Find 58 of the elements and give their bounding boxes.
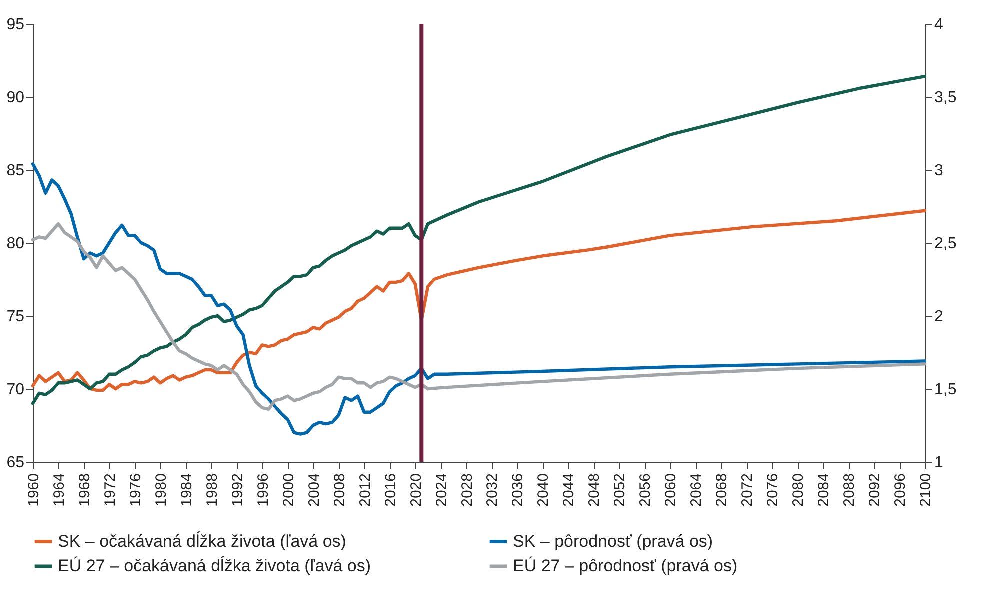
- x-tick-label: 2036: [510, 474, 527, 507]
- line-series: [31, 74, 927, 406]
- x-tick-label: 2068: [714, 474, 731, 507]
- x-tick-label: 1996: [254, 474, 272, 507]
- y-tick-label: 75: [6, 308, 25, 326]
- x-tick-label: 2000: [280, 474, 298, 507]
- x-tick-label: 2060: [662, 474, 680, 507]
- x-tick-label: 2072: [739, 474, 756, 507]
- legend-label: SK – očakávaná dĺžka života (ľavá os): [58, 530, 346, 551]
- y-tick-label: 90: [6, 90, 25, 106]
- y-tick-label: 85: [6, 162, 25, 180]
- y2-tick-label: 2,5: [934, 236, 957, 252]
- x-tick-label: 2052: [612, 474, 629, 507]
- legend-label: EÚ 27 – pôrodnosť (pravá os): [513, 556, 738, 576]
- x-tick-label: 2088: [841, 474, 858, 507]
- y-tick-label: 80: [6, 236, 25, 252]
- x-tick-label: 1964: [50, 474, 68, 507]
- line-series: [31, 209, 927, 392]
- x-tick-label: 2016: [382, 474, 400, 507]
- x-tick-label: 2084: [816, 474, 833, 507]
- x-tick-label: 2064: [688, 474, 706, 507]
- x-tick-label: 2076: [764, 474, 782, 507]
- y2-tick-label: 1: [934, 454, 944, 472]
- x-tick-label: 2028: [458, 474, 476, 507]
- x-tick-label: 2040: [535, 474, 552, 507]
- x-tick-label: 2056: [637, 474, 654, 507]
- x-tick-label: 2048: [586, 474, 604, 507]
- x-tick-label: 2032: [484, 474, 502, 507]
- x-tick-label: 1988: [204, 474, 221, 507]
- x-tick-label: 1992: [229, 474, 246, 507]
- y2-tick-label: 1,5: [934, 382, 957, 398]
- x-tick-label: 2044: [560, 474, 578, 507]
- y-tick-label: 70: [6, 382, 25, 398]
- x-tick-label: 2020: [408, 474, 425, 507]
- x-tick-label: 2080: [790, 474, 808, 507]
- x-tick-label: 2096: [892, 474, 910, 507]
- x-tick-label: 1984: [178, 474, 196, 507]
- x-tick-label: 1976: [127, 474, 144, 507]
- y2-tick-label: 3: [934, 162, 944, 180]
- x-tick-label: 1968: [76, 474, 94, 507]
- legend-label: SK – pôrodnosť (pravá os): [513, 532, 714, 551]
- x-tick-label: 2024: [433, 474, 450, 507]
- legend-label: EÚ 27 – očakávaná dĺžka života (ľavá os): [58, 556, 372, 576]
- x-tick-label: 1972: [102, 474, 119, 507]
- x-tick-label: 2008: [331, 474, 348, 507]
- x-tick-label: 2100: [918, 474, 934, 507]
- line-series: [31, 162, 927, 436]
- y2-tick-label: 4: [934, 16, 944, 34]
- y-tick-label: 65: [6, 454, 25, 472]
- x-tick-label: 1960: [26, 474, 42, 507]
- x-tick-label: 2004: [306, 474, 323, 507]
- y-tick-label: 95: [6, 16, 25, 34]
- x-tick-label: 2012: [356, 474, 374, 507]
- x-tick-label: 2092: [866, 474, 884, 507]
- y2-tick-label: 3,5: [934, 90, 957, 106]
- y2-tick-label: 2: [934, 308, 944, 326]
- line-series: [31, 222, 927, 412]
- x-tick-label: 1980: [152, 474, 170, 507]
